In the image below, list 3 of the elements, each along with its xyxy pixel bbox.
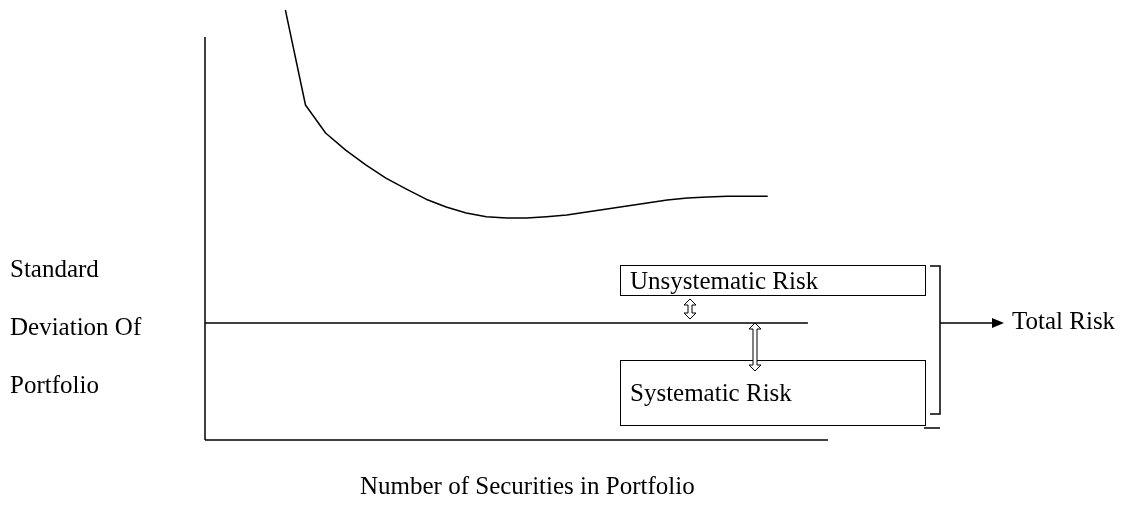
text: Total Risk [1012, 307, 1116, 335]
x-axis-title: Number of Securities in Portfolio [360, 472, 695, 500]
text: Standard Deviation Of Portfolio [10, 255, 142, 398]
